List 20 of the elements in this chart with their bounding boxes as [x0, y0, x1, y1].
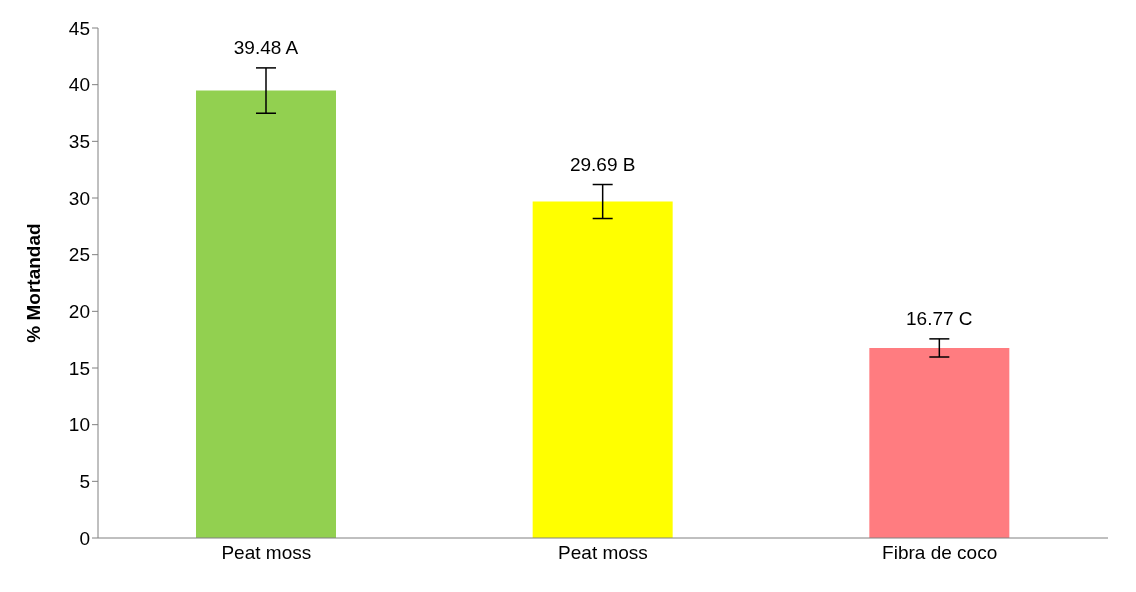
- bar: [196, 90, 336, 538]
- y-tick-label: 45: [68, 17, 90, 39]
- y-tick-label: 35: [68, 131, 90, 153]
- y-tick-label: 30: [68, 187, 90, 209]
- y-tick-label: 10: [68, 414, 90, 436]
- y-tick-label: 40: [68, 74, 90, 96]
- x-tick-label: Fibra de coco: [882, 542, 998, 564]
- y-tick-label: 25: [68, 244, 90, 266]
- y-tick-label: 20: [68, 301, 90, 323]
- y-tick-label: 0: [79, 527, 90, 549]
- data-label: 16.77 C: [906, 307, 973, 329]
- y-tick-label: 15: [68, 357, 90, 379]
- bar: [532, 201, 673, 538]
- data-label: 29.69 B: [569, 153, 636, 175]
- x-tick-label: Peat moss: [558, 542, 648, 564]
- y-tick-label: 5: [79, 471, 90, 493]
- y-axis-title: % Mortandad: [22, 223, 44, 343]
- x-tick-label: Peat moss: [221, 542, 312, 564]
- data-label: 39.48 A: [233, 36, 299, 58]
- bar: [869, 347, 1010, 538]
